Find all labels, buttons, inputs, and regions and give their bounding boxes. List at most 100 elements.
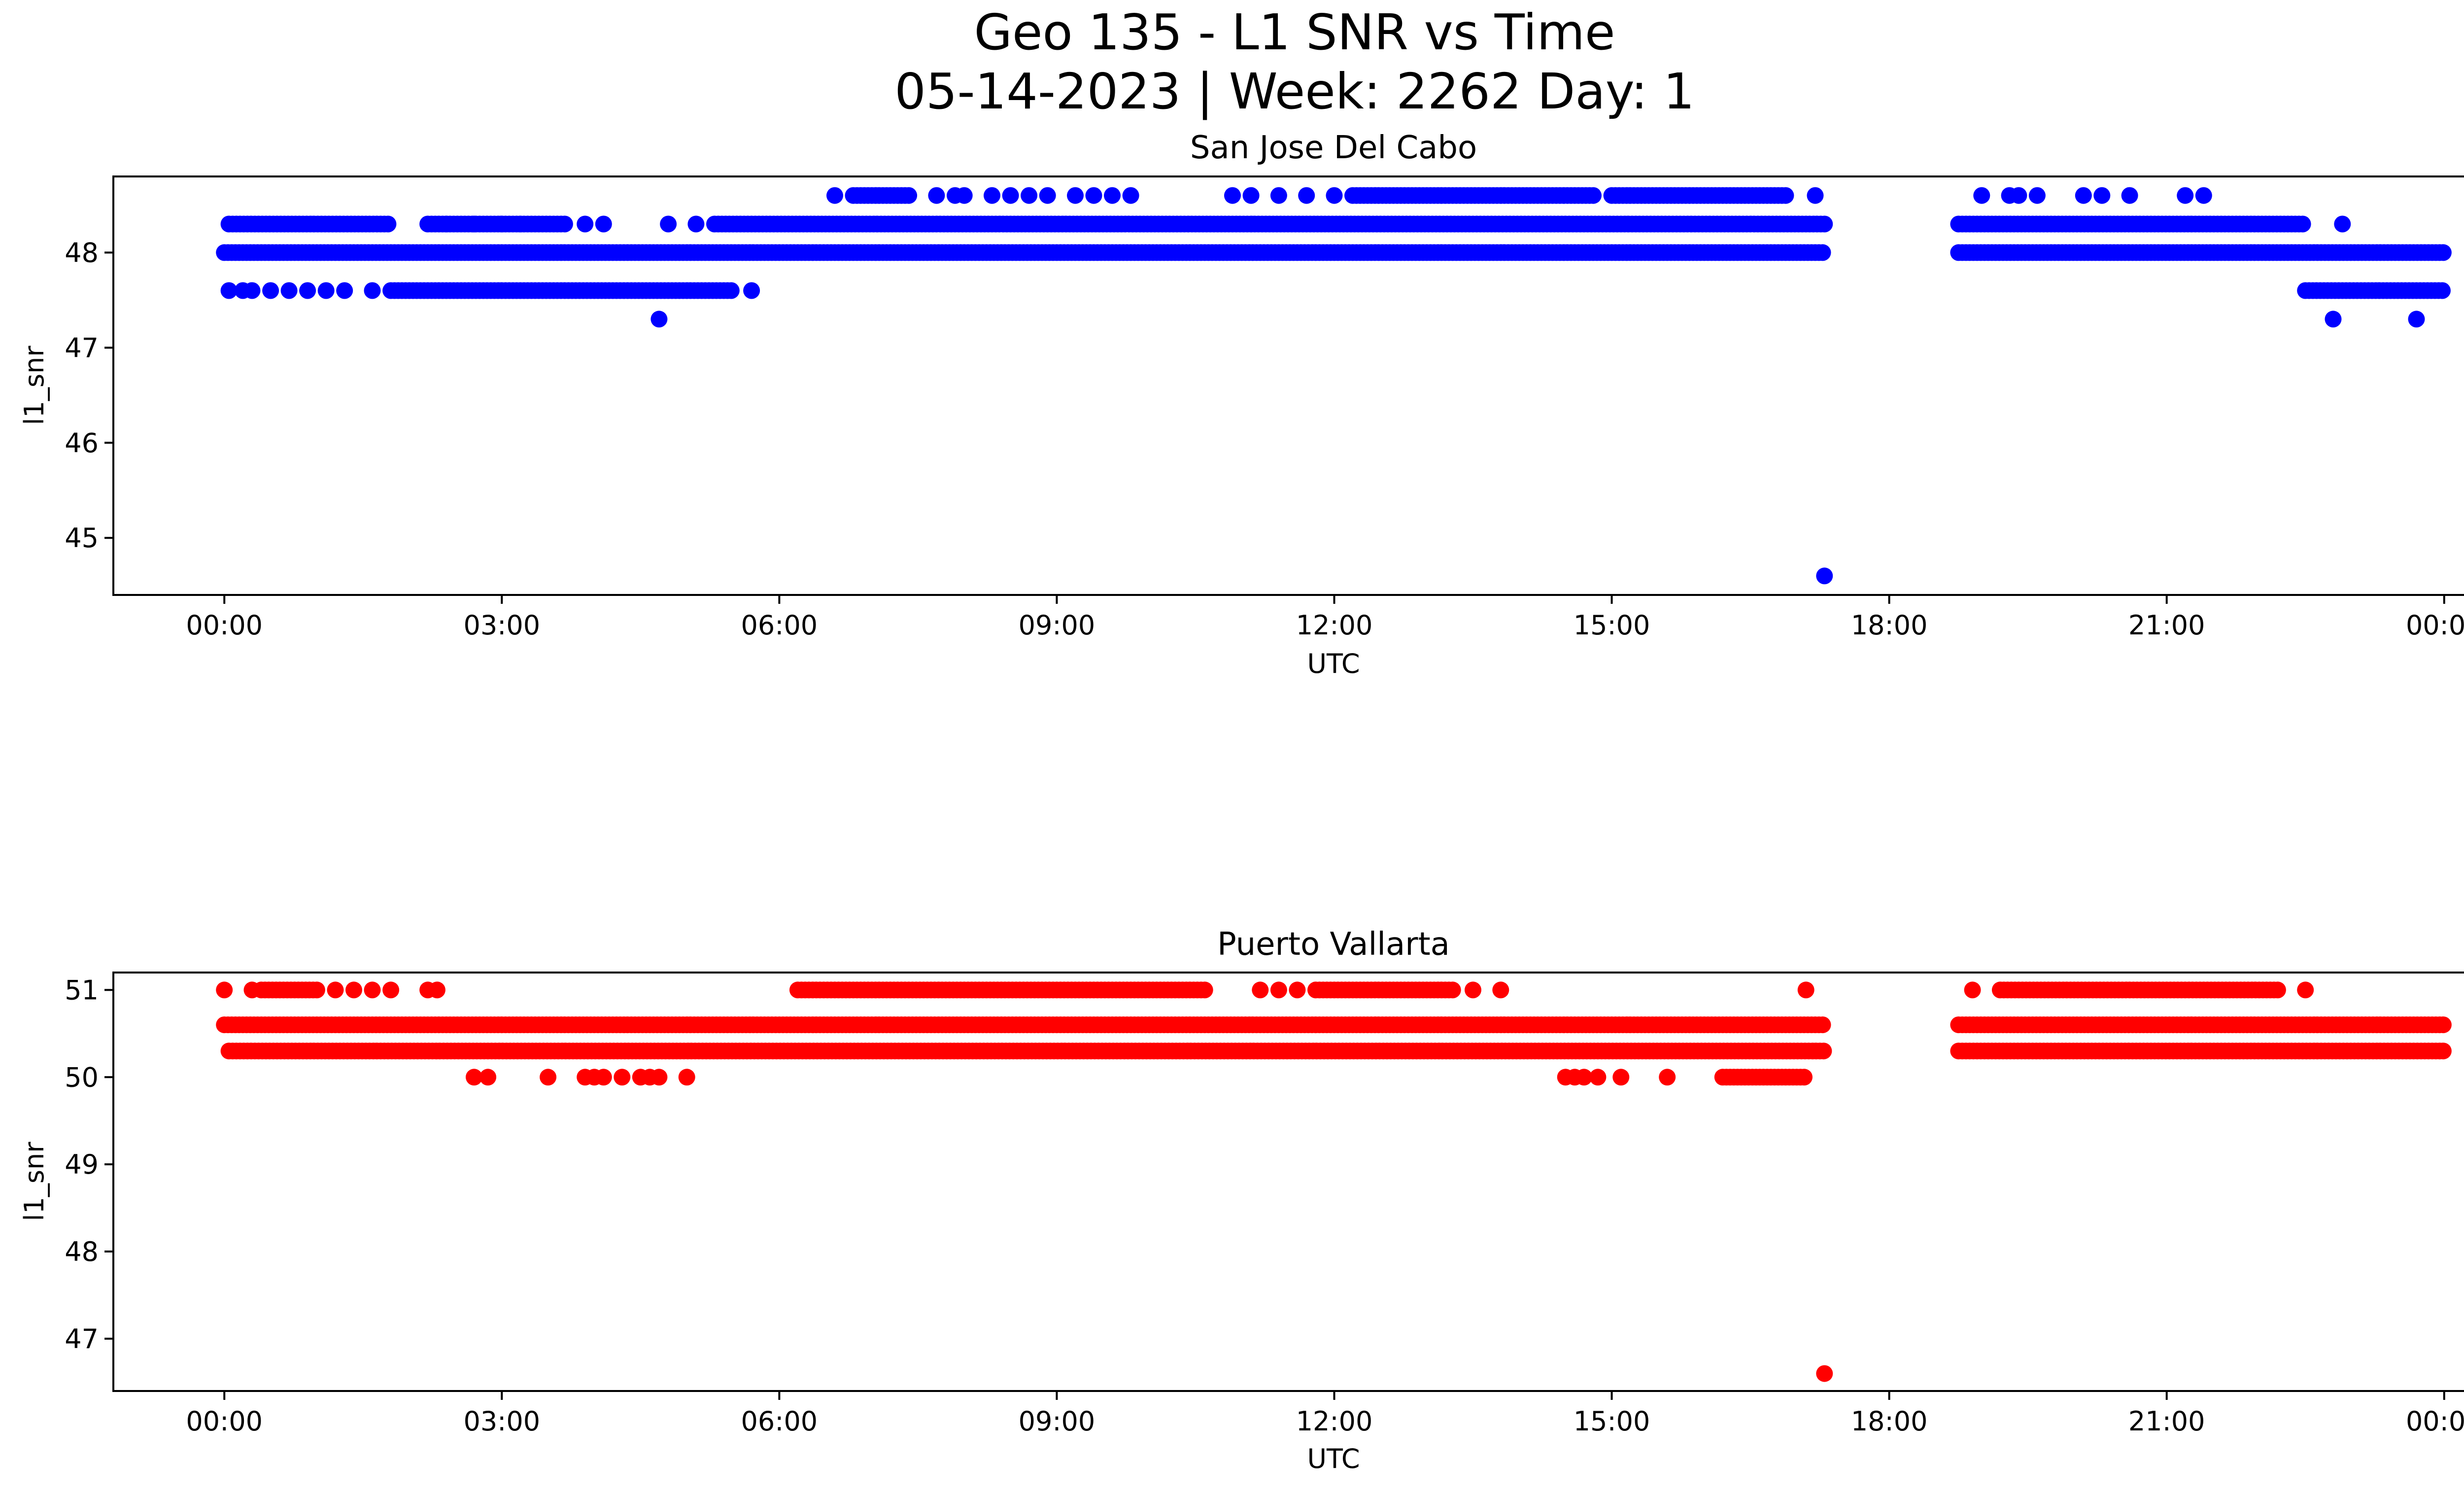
data-point — [1270, 981, 1287, 999]
data-point — [2297, 981, 2314, 999]
data-point — [2075, 187, 2092, 204]
data-point — [2434, 244, 2452, 261]
data-point — [2334, 215, 2351, 233]
data-point — [382, 981, 400, 999]
data-point — [2269, 981, 2286, 999]
data-point — [595, 1069, 612, 1086]
data-point — [743, 282, 760, 299]
panel-title: Puerto Vallarta — [1217, 926, 1450, 963]
data-point — [243, 981, 261, 999]
data-point — [928, 187, 945, 204]
data-point — [1085, 187, 1102, 204]
data-point — [2121, 187, 2138, 204]
data-point — [243, 282, 261, 299]
data-point — [1589, 1069, 1607, 1086]
data-point — [2294, 215, 2311, 233]
data-point — [1816, 567, 1833, 585]
x-tick-label: 03:00 — [463, 1406, 540, 1437]
data-point — [1816, 215, 1833, 233]
data-point — [466, 215, 482, 233]
x-tick-label: 00:00 — [2406, 1406, 2464, 1437]
data-point — [1465, 981, 1481, 999]
x-tick-label: 00:00 — [2406, 610, 2464, 641]
data-point — [317, 282, 335, 299]
data-point — [216, 981, 233, 999]
y-tick-label: 48 — [65, 1236, 99, 1267]
data-point — [1326, 187, 1343, 204]
data-point — [1224, 187, 1241, 204]
data-point — [466, 1069, 482, 1086]
data-point — [1973, 187, 1990, 204]
data-point — [336, 282, 353, 299]
data-point — [687, 215, 705, 233]
data-point — [1797, 981, 1814, 999]
y-axis-label: l1_snr — [19, 1142, 50, 1221]
data-point — [595, 215, 612, 233]
data-point — [650, 1069, 668, 1086]
data-point — [1816, 1365, 1833, 1382]
data-point — [2093, 187, 2111, 204]
data-point — [1021, 187, 1038, 204]
scatter-points — [216, 187, 2452, 585]
x-tick-label: 00:00 — [186, 1406, 263, 1437]
x-axis-ticks: 00:00 03:00 06:00 09:00 12:00 15:00 18:00 21:00… — [186, 1391, 2464, 1437]
data-point — [364, 282, 381, 299]
data-point — [1002, 187, 1019, 204]
x-tick-label: 06:00 — [741, 610, 818, 641]
data-point — [1122, 187, 1139, 204]
x-tick-label: 09:00 — [1019, 610, 1095, 641]
x-tick-label: 21:00 — [2128, 1406, 2205, 1437]
data-point — [262, 282, 279, 299]
data-point — [1612, 1069, 1630, 1086]
scatter-points — [216, 981, 2452, 1382]
data-point — [1814, 244, 1831, 261]
y-axis-ticks: 45 46 47 48 — [65, 237, 113, 554]
data-point — [2434, 1016, 2452, 1034]
x-axis-label: UTC — [1307, 1443, 1360, 1474]
data-point — [428, 981, 445, 999]
data-point — [1039, 187, 1056, 204]
data-point — [2028, 187, 2046, 204]
data-point — [1777, 187, 1794, 204]
data-point — [956, 187, 973, 204]
x-tick-label: 21:00 — [2128, 610, 2205, 641]
data-point — [1585, 187, 1602, 204]
data-point — [2434, 1043, 2452, 1060]
x-tick-label: 09:00 — [1019, 1406, 1095, 1437]
x-axis-ticks: 00:00 03:00 06:00 09:00 12:00 15:00 18:00 21:00… — [186, 595, 2464, 641]
figure-title-line-2: 05-14-2023 | Week: 2262 Day: 1 — [894, 63, 1694, 120]
data-point — [2010, 187, 2027, 204]
data-point — [479, 1069, 497, 1086]
data-point — [577, 215, 594, 233]
data-point — [1796, 1069, 1813, 1086]
data-point — [220, 282, 238, 299]
data-point — [614, 1069, 631, 1086]
y-axis-ticks: 47 48 49 50 51 — [65, 974, 113, 1355]
x-tick-label: 06:00 — [741, 1406, 818, 1437]
panel-san-jose-del-cabo: San Jose Del Cabo 00:00 03:00 06:00 09:00 12… — [19, 130, 2464, 679]
y-tick-label: 47 — [65, 332, 99, 363]
data-point — [345, 981, 362, 999]
y-axis-label: l1_snr — [19, 346, 50, 425]
data-point — [826, 187, 843, 204]
data-point — [379, 215, 397, 233]
x-tick-label: 18:00 — [1851, 1406, 1928, 1437]
data-point — [1815, 1043, 1832, 1060]
data-point — [299, 282, 316, 299]
panel-title: San Jose Del Cabo — [1190, 130, 1477, 166]
data-point — [2325, 311, 2342, 328]
y-tick-label: 48 — [65, 237, 99, 268]
data-point — [1964, 981, 1981, 999]
x-tick-label: 00:00 — [186, 610, 263, 641]
x-tick-label: 12:00 — [1296, 1406, 1373, 1437]
data-point — [540, 1069, 557, 1086]
data-point — [1814, 1016, 1831, 1034]
x-axis-label: UTC — [1307, 648, 1360, 679]
y-tick-label: 47 — [65, 1323, 99, 1355]
data-point — [556, 215, 573, 233]
data-point — [1104, 187, 1121, 204]
data-point — [650, 311, 668, 328]
data-point — [438, 215, 455, 233]
data-point — [280, 282, 298, 299]
